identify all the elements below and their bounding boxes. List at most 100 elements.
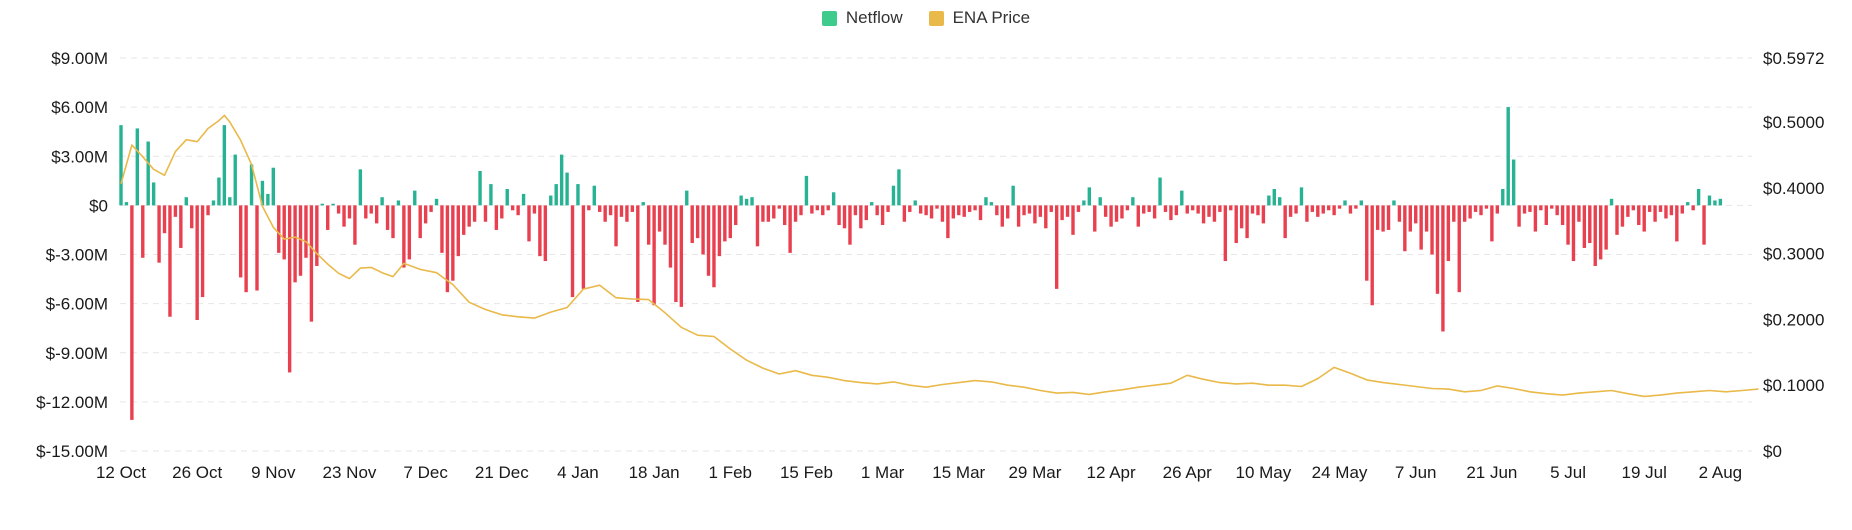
netflow-bar[interactable] [761, 205, 765, 222]
netflow-bar[interactable] [1397, 205, 1402, 222]
netflow-bar[interactable] [418, 205, 422, 239]
netflow-bar[interactable] [1245, 205, 1249, 239]
netflow-bar[interactable] [1615, 205, 1619, 235]
netflow-bar[interactable] [1430, 205, 1434, 255]
netflow-bar[interactable] [135, 128, 140, 206]
netflow-bar[interactable] [1484, 205, 1489, 209]
netflow-bar[interactable] [772, 205, 776, 219]
netflow-bar[interactable] [984, 197, 988, 206]
netflow-bar[interactable] [875, 205, 879, 216]
netflow-bar[interactable] [880, 205, 885, 226]
netflow-bar[interactable] [141, 205, 145, 258]
netflow-bar[interactable] [646, 205, 651, 245]
legend-item-netflow[interactable]: Netflow [821, 8, 903, 28]
netflow-bar[interactable] [842, 205, 847, 229]
netflow-bar[interactable] [1593, 205, 1597, 266]
netflow-bar[interactable] [913, 200, 917, 206]
netflow-bar[interactable] [1120, 205, 1124, 219]
netflow-bar[interactable] [1702, 205, 1706, 245]
netflow-bar[interactable] [587, 205, 591, 211]
netflow-bar[interactable] [619, 205, 624, 217]
netflow-bar[interactable] [821, 205, 825, 216]
netflow-bar[interactable] [1490, 205, 1494, 242]
netflow-bar[interactable] [233, 154, 237, 206]
netflow-bar[interactable] [364, 205, 368, 219]
netflow-bar[interactable] [1588, 205, 1592, 244]
netflow-bar[interactable] [1555, 205, 1559, 216]
netflow-bar[interactable] [1229, 205, 1233, 211]
netflow-bar[interactable] [1000, 205, 1004, 227]
netflow-bar[interactable] [304, 205, 308, 258]
netflow-bar[interactable] [1479, 205, 1483, 216]
netflow-bar[interactable] [1653, 205, 1657, 222]
netflow-bar[interactable] [1098, 197, 1102, 206]
netflow-bar[interactable] [1441, 205, 1445, 332]
netflow-bar[interactable] [1310, 205, 1315, 212]
netflow-bar[interactable] [1278, 197, 1282, 206]
netflow-bar[interactable] [924, 205, 928, 216]
netflow-bar[interactable] [1495, 205, 1500, 214]
netflow-bar[interactable] [315, 205, 319, 266]
netflow-bar[interactable] [1103, 205, 1108, 217]
netflow-bar[interactable] [1604, 205, 1608, 250]
netflow-bar[interactable] [391, 205, 395, 239]
netflow-bar[interactable] [249, 164, 254, 206]
netflow-bar[interactable] [728, 205, 732, 239]
netflow-bar[interactable] [668, 205, 673, 268]
netflow-bar[interactable] [1060, 205, 1064, 221]
netflow-bar[interactable] [1544, 205, 1548, 226]
netflow-bar[interactable] [717, 205, 722, 257]
netflow-bar[interactable] [369, 205, 373, 214]
netflow-bar[interactable] [445, 205, 450, 293]
netflow-bar[interactable] [641, 202, 645, 206]
netflow-bar[interactable] [1174, 205, 1179, 216]
netflow-bar[interactable] [1272, 189, 1276, 206]
netflow-bar[interactable] [1381, 205, 1385, 232]
netflow-bar[interactable] [1321, 205, 1325, 214]
netflow-bar[interactable] [1065, 205, 1070, 217]
netflow-bar[interactable] [625, 205, 629, 222]
netflow-bar[interactable] [1365, 205, 1369, 281]
netflow-bar[interactable] [902, 205, 907, 222]
netflow-bar[interactable] [217, 177, 221, 206]
netflow-bar[interactable] [1261, 205, 1266, 224]
netflow-bar[interactable] [206, 205, 210, 216]
netflow-bar[interactable] [1354, 205, 1358, 209]
netflow-bar[interactable] [674, 205, 678, 302]
netflow-bar[interactable] [119, 125, 123, 206]
netflow-bar[interactable] [1093, 205, 1097, 232]
netflow-bar[interactable] [494, 205, 499, 230]
netflow-bar[interactable] [679, 205, 684, 307]
netflow-bar[interactable] [690, 205, 694, 244]
netflow-bar[interactable] [859, 205, 863, 229]
netflow-bar[interactable] [173, 205, 178, 217]
netflow-bar[interactable] [309, 205, 314, 322]
netflow-bar[interactable] [130, 205, 134, 420]
netflow-bar[interactable] [1087, 187, 1092, 206]
netflow-bar[interactable] [151, 182, 156, 206]
netflow-bar[interactable] [277, 205, 281, 253]
netflow-bar[interactable] [1435, 205, 1440, 294]
netflow-bar[interactable] [549, 195, 553, 206]
netflow-bar[interactable] [1016, 205, 1021, 227]
netflow-bar[interactable] [1283, 205, 1287, 239]
netflow-bar[interactable] [592, 185, 596, 206]
netflow-bar[interactable] [848, 205, 852, 245]
netflow-bar[interactable] [146, 141, 150, 206]
netflow-bar[interactable] [255, 205, 259, 291]
netflow-bar[interactable] [1131, 197, 1135, 206]
netflow-bar[interactable] [1501, 189, 1505, 206]
netflow-bar[interactable] [538, 205, 542, 257]
netflow-bar[interactable] [1414, 205, 1418, 224]
netflow-bar[interactable] [1207, 205, 1211, 217]
netflow-bar[interactable] [1424, 205, 1429, 232]
netflow-bar[interactable] [1718, 198, 1723, 206]
netflow-bar[interactable] [472, 205, 477, 222]
netflow-bar[interactable] [1680, 205, 1684, 214]
ena-price-line[interactable] [120, 114, 1759, 398]
netflow-bar[interactable] [685, 190, 689, 206]
netflow-bar[interactable] [1316, 205, 1320, 217]
netflow-bar[interactable] [179, 205, 183, 248]
netflow-bar[interactable] [1011, 185, 1015, 206]
netflow-bar[interactable] [723, 205, 727, 242]
